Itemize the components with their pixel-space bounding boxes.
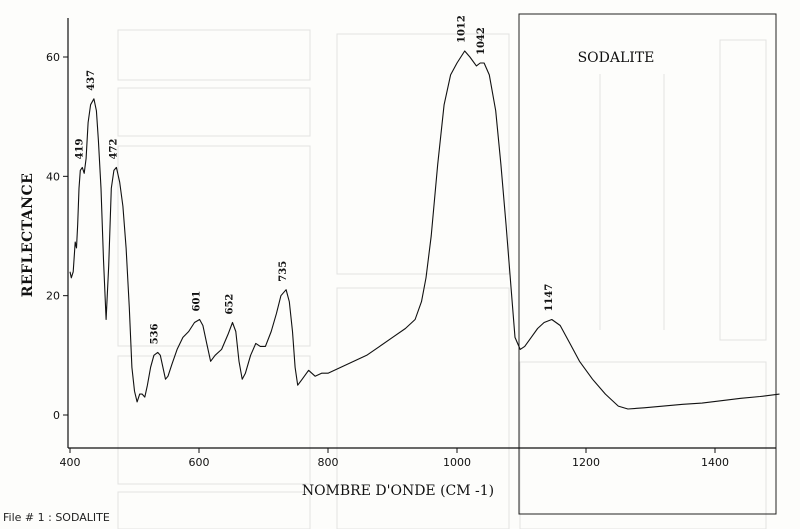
peak-label: 536 <box>150 323 161 344</box>
y-axis-title: REFLECTANCE <box>20 173 36 298</box>
y-tick-label: 60 <box>46 51 60 64</box>
x-tick-label: 1000 <box>443 456 471 469</box>
peak-label: 419 <box>74 138 85 159</box>
series-line <box>69 50 780 410</box>
peak-label: 652 <box>225 294 236 315</box>
ghost-box <box>117 145 311 347</box>
ghost-box <box>519 361 767 529</box>
peak-label: 472 <box>108 138 119 159</box>
ticks: 400 600 800 1000 1200 1400 0 20 40 60 <box>46 51 729 469</box>
x-axis-title: NOMBRE D'ONDE (CM -1) <box>302 483 494 499</box>
peak-label: 1012 <box>457 15 468 43</box>
peak-label: 735 <box>278 261 289 282</box>
ghost-box <box>117 29 311 81</box>
peak-labels: 419 437 472 536 601 652 735 1012 1042 1147 <box>74 15 555 344</box>
x-tick-label: 1400 <box>701 456 729 469</box>
y-tick-label: 20 <box>46 290 60 303</box>
plot-area <box>69 50 780 410</box>
ghost-box <box>117 87 311 137</box>
peak-label: 437 <box>86 70 97 91</box>
ghost-box <box>117 491 311 529</box>
x-tick-label: 400 <box>60 456 81 469</box>
x-tick-label: 600 <box>189 456 210 469</box>
ghost-box <box>719 39 767 341</box>
paper-showthrough <box>117 29 767 529</box>
y-tick-label: 0 <box>53 409 60 422</box>
ghost-box <box>336 287 510 529</box>
x-tick-label: 1200 <box>572 456 600 469</box>
x-tick-label: 800 <box>318 456 339 469</box>
peak-label: 601 <box>192 291 203 312</box>
chart-title: SODALITE <box>578 50 655 66</box>
y-tick-label: 40 <box>46 170 60 183</box>
peak-label: 1147 <box>544 284 555 312</box>
plot-frame <box>518 13 777 515</box>
ghost-box <box>336 33 510 275</box>
file-caption: File # 1 : SODALITE <box>3 511 110 524</box>
peak-label: 1042 <box>476 27 487 55</box>
